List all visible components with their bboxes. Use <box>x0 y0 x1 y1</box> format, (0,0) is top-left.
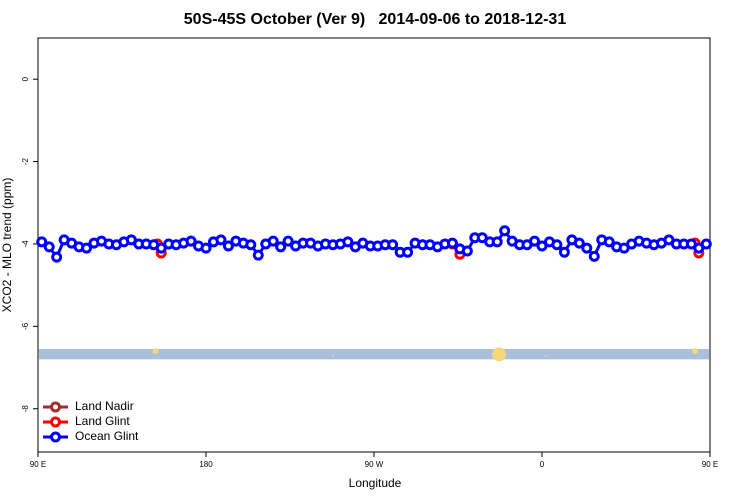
x-tick-label: 90 E <box>702 460 718 469</box>
data-point <box>588 250 600 262</box>
data-point <box>402 246 414 258</box>
data-point <box>387 239 399 251</box>
y-tick-label: -4 <box>21 240 30 248</box>
data-point <box>700 238 712 250</box>
y-tick-label: -6 <box>21 322 30 330</box>
legend-marker <box>50 416 61 428</box>
data-point <box>581 242 593 254</box>
data-point <box>573 237 585 249</box>
data-point <box>222 240 234 252</box>
data-point <box>491 236 503 248</box>
data-point <box>267 235 279 247</box>
data-point <box>200 242 212 254</box>
band-marker <box>544 355 547 358</box>
coverage-band <box>39 349 709 360</box>
data-point <box>446 237 458 249</box>
band-marker <box>692 348 699 355</box>
data-point <box>185 235 197 247</box>
band-marker <box>152 348 159 355</box>
data-point <box>245 239 257 251</box>
legend-label: Land Nadir <box>75 399 134 413</box>
data-point <box>551 239 563 251</box>
x-tick-label: 180 <box>199 460 213 469</box>
band-marker <box>331 354 334 357</box>
legend-marker <box>50 431 61 443</box>
data-point <box>215 234 227 246</box>
chart-title: 50S-45S October (Ver 9) 2014-09-06 to 20… <box>184 11 567 28</box>
data-point <box>282 235 294 247</box>
data-point <box>558 246 570 258</box>
data-point <box>342 236 354 248</box>
data-point <box>461 245 473 257</box>
y-tick-label: 0 <box>21 76 30 81</box>
x-tick-label: 90 W <box>365 460 384 469</box>
data-point <box>252 249 264 261</box>
y-tick-label: -8 <box>21 405 30 413</box>
data-point <box>499 225 511 237</box>
y-axis-label: XCO2 - MLO trend (ppm) <box>0 178 14 313</box>
band-marker <box>492 347 507 362</box>
data-point <box>275 241 287 253</box>
x-axis-label: Longitude <box>349 476 402 490</box>
legend-label: Land Glint <box>75 414 130 428</box>
x-tick-label: 90 E <box>30 460 46 469</box>
legend-marker <box>50 401 61 413</box>
data-point <box>81 242 93 254</box>
legend-label: Ocean Glint <box>75 429 139 443</box>
data-point <box>51 251 63 263</box>
data-point <box>529 235 541 247</box>
data-point <box>603 236 615 248</box>
y-tick-label: -2 <box>21 157 30 165</box>
data-point <box>43 241 55 253</box>
x-tick-label: 0 <box>540 460 545 469</box>
data-point <box>36 236 48 248</box>
